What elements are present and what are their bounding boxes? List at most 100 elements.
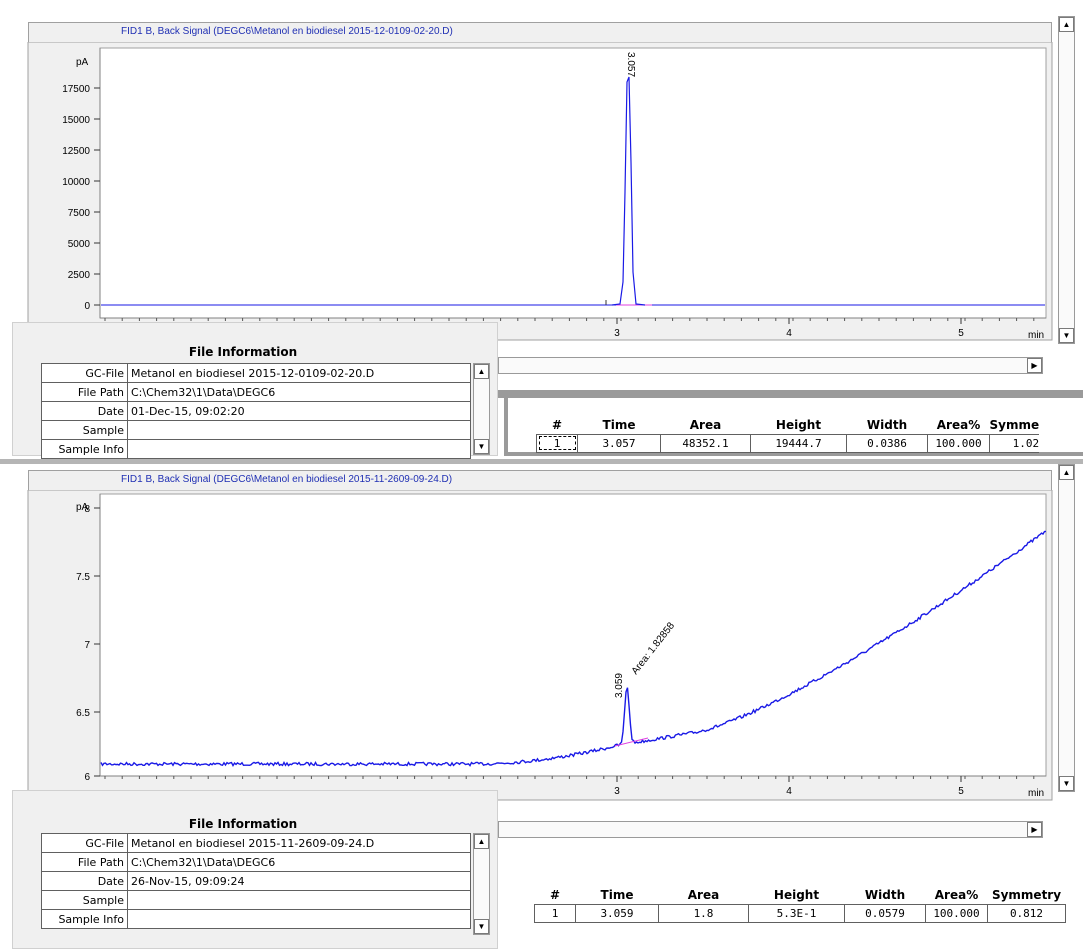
peak-label: 3.057 <box>625 52 636 77</box>
field-label: Sample <box>41 420 128 440</box>
table-cell[interactable]: 1.02 <box>989 433 1040 453</box>
col-header[interactable]: Area% <box>934 887 979 902</box>
file-info-panel-2: File Information GC-File Metanol en biodi… <box>12 790 498 949</box>
file-info-title: File Information <box>188 345 298 359</box>
field-label: Date <box>41 871 128 891</box>
table-cell[interactable]: 1 <box>536 433 578 453</box>
table-cell[interactable]: 19444.7 <box>750 433 847 453</box>
signal-trace <box>100 530 1047 768</box>
field-value[interactable]: C:\Chem32\1\Data\DEGC6 <box>127 852 471 872</box>
peak-3057 <box>611 76 646 306</box>
col-header[interactable]: Width <box>864 887 906 902</box>
table-cell[interactable]: 0.0386 <box>846 433 928 453</box>
field-value[interactable] <box>127 420 471 440</box>
y-tick-label: 6.5 <box>76 708 90 719</box>
peak-table-panel-2: # Time Area Height Width Area% Symmetry … <box>506 858 1083 949</box>
scroll-up-button[interactable]: ▲ <box>1059 465 1074 480</box>
field-label: GC-File <box>41 363 128 383</box>
peak-label: 3.059 <box>614 673 625 698</box>
field-value[interactable] <box>127 890 471 910</box>
x-tick-label: 5 <box>958 328 964 339</box>
y-unit-label: pA <box>76 502 89 513</box>
field-value[interactable]: 26-Nov-15, 09:09:24 <box>127 871 471 891</box>
x-tick-label: 5 <box>958 786 964 797</box>
field-label: Sample Info <box>41 909 128 929</box>
col-header[interactable]: Area <box>687 887 720 902</box>
field-label: Date <box>41 401 128 421</box>
col-header[interactable]: Time <box>602 417 636 432</box>
y-tick-label: 7.5 <box>76 572 90 583</box>
splitter[interactable] <box>498 390 1083 398</box>
x-tick-label: 3 <box>614 786 620 797</box>
file-info-row: GC-File Metanol en biodiesel 2015-11-2609… <box>41 833 471 853</box>
chromatogram-panel-1: FID1 B, Back Signal (DEGC6\Metanol en bi… <box>0 0 1083 478</box>
file-info-row: Sample <box>41 420 471 440</box>
plot-hscroll-2[interactable]: ▶ <box>498 821 1043 838</box>
table-row[interactable]: 1 3.057 48352.1 19444.7 0.0386 100.000 1… <box>536 433 1040 453</box>
x-unit-label: min <box>1028 788 1044 799</box>
file-info-row: Date 01-Dec-15, 09:02:20 <box>41 401 471 421</box>
table-cell[interactable]: 5.3E-1 <box>748 903 845 923</box>
col-header[interactable]: # <box>549 887 561 902</box>
table-cell[interactable]: 48352.1 <box>660 433 751 453</box>
col-header[interactable]: # <box>551 417 563 432</box>
file-info-table: GC-File Metanol en biodiesel 2015-11-2609… <box>41 833 471 929</box>
scroll-down-button[interactable]: ▼ <box>474 919 489 934</box>
table-row[interactable]: 1 3.059 1.8 5.3E-1 0.0579 100.000 0.812 <box>534 903 1066 923</box>
table-cell[interactable]: 3.057 <box>577 433 661 453</box>
table-cell[interactable]: 100.000 <box>927 433 990 453</box>
file-info-title: File Information <box>188 817 298 831</box>
col-header[interactable]: Symmetry <box>991 887 1062 902</box>
table-cell[interactable]: 1 <box>534 903 576 923</box>
scroll-up-button[interactable]: ▲ <box>474 834 489 849</box>
peak-table: # Time Area Height Width Area% Symme 1 3… <box>536 416 1040 453</box>
col-header[interactable]: Height <box>775 417 822 432</box>
file-info-vscroll[interactable]: ▲ ▼ <box>473 363 490 455</box>
field-value[interactable]: Metanol en biodiesel 2015-12-0109-02-20.… <box>127 363 471 383</box>
scroll-down-button[interactable]: ▼ <box>474 439 489 454</box>
scroll-right-button[interactable]: ▶ <box>1027 358 1042 373</box>
y-tick-label: 7500 <box>68 208 91 219</box>
col-header[interactable]: Area% <box>936 417 981 432</box>
table-cell[interactable]: 3.059 <box>575 903 659 923</box>
scroll-down-button[interactable]: ▼ <box>1059 776 1074 791</box>
plot-vscroll-2[interactable]: ▲ ▼ <box>1058 464 1075 792</box>
plot-vscroll-1[interactable]: ▲ ▼ <box>1058 16 1075 344</box>
signal-title: FID1 B, Back Signal (DEGC6\Metanol en bi… <box>28 470 1052 491</box>
field-label: File Path <box>41 382 128 402</box>
file-info-row: Sample <box>41 890 471 910</box>
table-cell[interactable]: 100.000 <box>925 903 988 923</box>
field-value[interactable]: C:\Chem32\1\Data\DEGC6 <box>127 382 471 402</box>
table-cell[interactable]: 0.0579 <box>844 903 926 923</box>
col-header[interactable]: Height <box>773 887 820 902</box>
file-info-row: Sample Info <box>41 439 471 459</box>
scroll-up-button[interactable]: ▲ <box>1059 17 1074 32</box>
col-header[interactable]: Width <box>866 417 908 432</box>
field-value[interactable] <box>127 909 471 929</box>
table-cell[interactable]: 0.812 <box>987 903 1066 923</box>
chromatogram-plot-1[interactable]: pA 17500 15000 12500 10000 7500 5000 2500 0 3 4 5… <box>0 42 1060 342</box>
scroll-up-button[interactable]: ▲ <box>474 364 489 379</box>
col-header[interactable]: Time <box>600 887 634 902</box>
table-cell[interactable]: 1.8 <box>658 903 749 923</box>
scroll-down-button[interactable]: ▼ <box>1059 328 1074 343</box>
field-label: GC-File <box>41 833 128 853</box>
file-info-row: GC-File Metanol en biodiesel 2015-12-0109… <box>41 363 471 383</box>
y-tick-label: 2500 <box>68 270 91 281</box>
col-header[interactable]: Symme <box>989 417 1040 432</box>
y-tick-label: 12500 <box>62 146 90 157</box>
file-info-row: File Path C:\Chem32\1\Data\DEGC6 <box>41 852 471 872</box>
field-label: File Path <box>41 852 128 872</box>
field-label: Sample <box>41 890 128 910</box>
file-info-vscroll[interactable]: ▲ ▼ <box>473 833 490 935</box>
y-tick-label: 5000 <box>68 239 91 250</box>
plot-hscroll-1[interactable]: ▶ <box>498 357 1043 374</box>
scroll-right-button[interactable]: ▶ <box>1027 822 1042 837</box>
x-unit-label: min <box>1028 330 1044 341</box>
field-value[interactable] <box>127 439 471 459</box>
signal-title: FID1 B, Back Signal (DEGC6\Metanol en bi… <box>28 22 1052 43</box>
col-header[interactable]: Area <box>689 417 722 432</box>
field-value[interactable]: Metanol en biodiesel 2015-11-2609-09-24.… <box>127 833 471 853</box>
field-value[interactable]: 01-Dec-15, 09:02:20 <box>127 401 471 421</box>
